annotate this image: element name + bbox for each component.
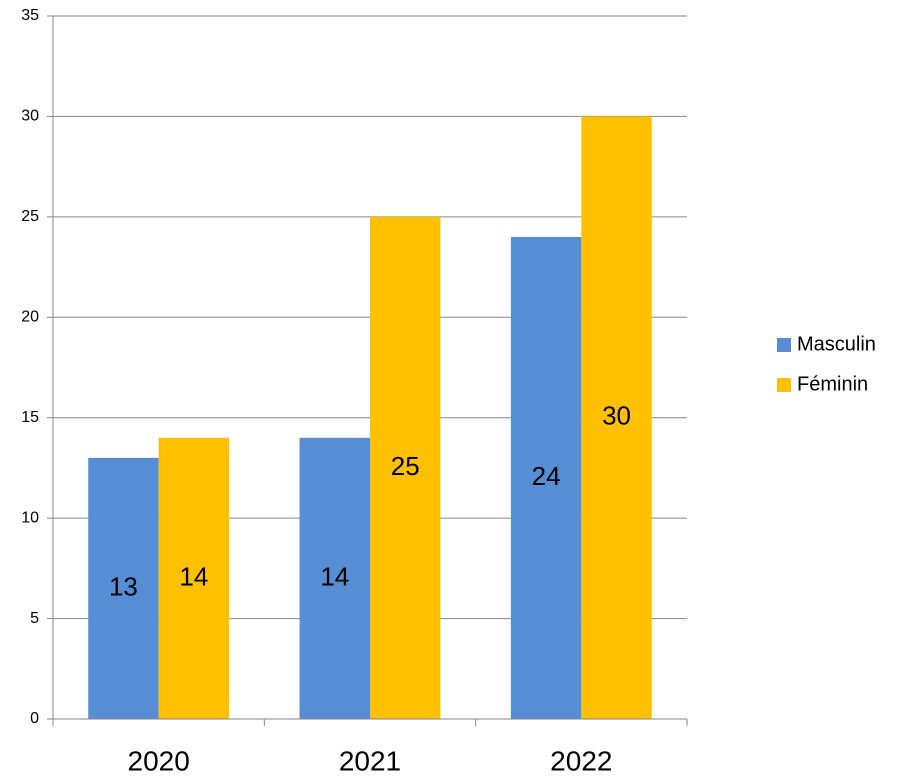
y-tick-label: 10: [21, 509, 39, 526]
y-tick-label: 20: [21, 309, 39, 326]
data-label: 25: [391, 451, 420, 481]
y-tick-label: 15: [21, 409, 39, 426]
bar: [370, 216, 441, 719]
x-tick-label: 2022: [550, 745, 612, 776]
legend-swatch: [777, 378, 791, 392]
y-tick-label: 0: [30, 710, 39, 727]
data-label: 24: [532, 461, 561, 491]
bar: [299, 437, 370, 719]
y-tick-label: 30: [21, 108, 39, 125]
legend-label: Féminin: [797, 373, 868, 395]
legend-swatch: [777, 338, 791, 352]
x-tick-label: 2021: [339, 745, 401, 776]
data-label: 14: [179, 561, 208, 591]
bar: [88, 457, 159, 719]
bar: [510, 236, 582, 719]
y-tick-label: 5: [30, 610, 39, 627]
y-tick-label: 35: [21, 7, 39, 24]
data-label: 14: [320, 561, 349, 591]
bar: [581, 116, 652, 719]
legend-label: Masculin: [797, 333, 876, 355]
data-label: 13: [109, 571, 138, 601]
x-tick-label: 2020: [128, 745, 190, 776]
y-tick-label: 25: [21, 208, 39, 225]
bar: [158, 437, 230, 719]
data-label: 30: [602, 401, 631, 431]
